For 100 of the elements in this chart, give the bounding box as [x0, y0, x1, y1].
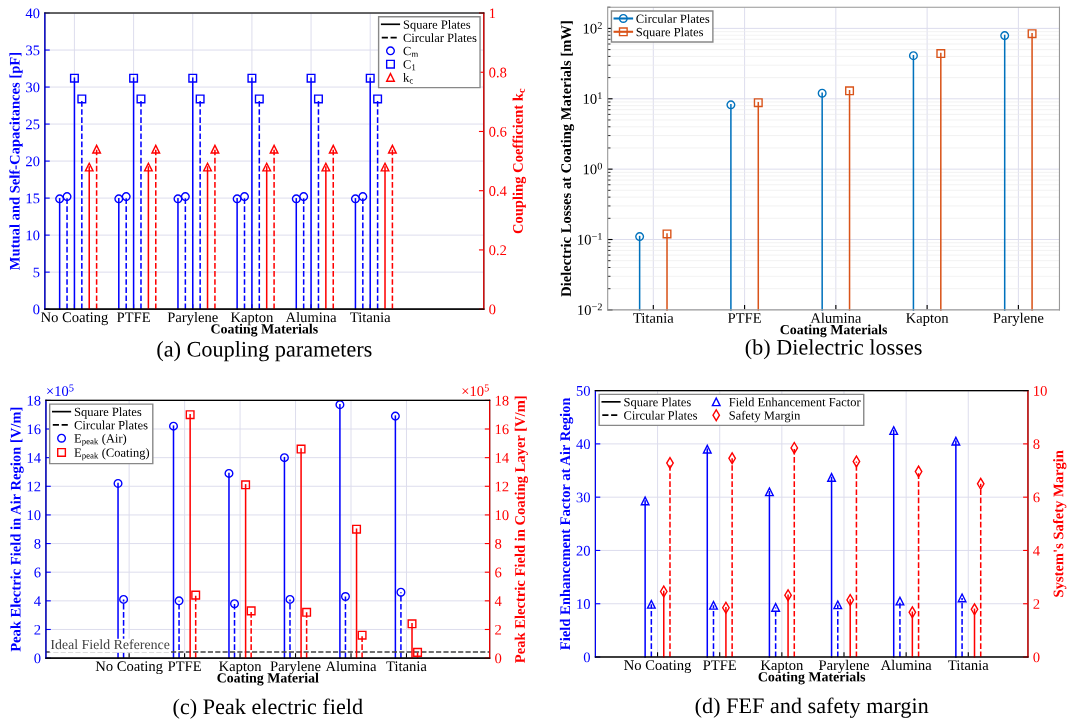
y2-tick-label: 0.2: [489, 245, 507, 256]
y-tick-label: 50: [576, 385, 590, 396]
y-tick-label: 35: [26, 45, 40, 56]
y2-axis-title: System's Safety Margin: [1052, 450, 1067, 597]
y-tick-label: 30: [26, 82, 40, 93]
y-tick-label: 20: [26, 156, 40, 167]
text: (c) Peak electric field: [173, 698, 363, 719]
legend-label: C$_{m}$: [403, 46, 419, 57]
y-tick-label: 2: [34, 624, 41, 635]
y2-tick-label: 0.6: [489, 126, 507, 137]
y2-tick-label: 12: [495, 481, 509, 492]
text: ×10$^{5}$: [47, 384, 74, 397]
y-tick-label: 5: [33, 267, 40, 278]
x-axis-title: Coating Materials: [758, 671, 866, 685]
y-tick-label: 40: [25, 8, 40, 19]
y2-axis-title: Coupling Coefficient k$_{c}$: [512, 88, 526, 234]
y-tick-label: 10: [27, 510, 41, 521]
x-tick-label: Kapton: [906, 313, 949, 326]
y2-tick-label: 1: [489, 8, 496, 19]
x-tick-label: Parylene: [993, 312, 1044, 326]
legend-label: Field Enhancement Factor: [729, 397, 861, 407]
y-axis-title: Peak Electric Field in Air Region [V/m]: [10, 407, 24, 652]
legend-label: C$_{1}$: [403, 60, 416, 71]
x-tick-label: PTFE: [703, 660, 736, 670]
y2-tick-label: 0.8: [489, 67, 507, 78]
x-tick-label: Titania: [386, 661, 427, 672]
x-tick-label: Alumina: [285, 311, 337, 323]
legend-label: Circular Plates: [636, 14, 710, 23]
y-tick-label: 15: [26, 193, 40, 204]
y2-tick-label: 4: [1033, 545, 1040, 556]
y2-tick-label: 2: [495, 624, 502, 635]
y-tick-label: 30: [576, 492, 590, 503]
y-tick-label: 20: [576, 545, 590, 556]
y-tick-label: 10$^{−1}$: [578, 233, 602, 245]
y2-tick-label: 14: [495, 453, 509, 463]
ref-line-label: Ideal Field Reference: [50, 639, 170, 650]
x-tick-label: PTFE: [168, 661, 201, 672]
legend-label: k$_{c}$: [403, 73, 413, 84]
y-tick-label: 10: [26, 230, 40, 241]
legend-label: Safety Margin: [729, 410, 801, 423]
y-tick-label: 18: [27, 395, 41, 406]
x-tick-label: Alumina: [325, 660, 377, 672]
y2-tick-label: 6: [1033, 492, 1040, 503]
y-axis-title: Mutual and Self-Capacitances [pF]: [9, 53, 23, 271]
legend-label: Circular Plates: [403, 33, 477, 43]
x-tick-label: No Coating: [41, 312, 108, 326]
y2-tick-label: 0.4: [489, 186, 507, 196]
y-tick-label: 6: [34, 567, 41, 578]
y2-tick-label: 0: [489, 304, 496, 315]
legend-label: Square Plates: [636, 27, 704, 39]
x-tick-label: Titania: [633, 313, 674, 323]
y2-tick-label: 10: [495, 510, 509, 521]
text: (d) FEF and safety margin: [695, 697, 929, 718]
y-tick-label: 0: [583, 652, 590, 663]
y2-tick-label: 8: [495, 538, 502, 549]
legend-label: Circular Plates: [74, 420, 148, 430]
y2-axis-title: Peak Electric Field in Coating Layer [V/m]: [514, 396, 529, 663]
y-tick-label: 0: [34, 653, 41, 664]
text: ×10$^{5}$: [462, 384, 489, 397]
y-tick-label: 12: [27, 481, 41, 492]
y2-tick-label: 8: [1033, 439, 1040, 450]
y-tick-label: 4: [34, 596, 41, 606]
x-tick-label: No Coating: [624, 660, 692, 674]
x-tick-label: PTFE: [727, 313, 761, 323]
x-tick-label: Alumina: [810, 312, 862, 323]
y-axis-title: Field Enhancement Factor at Air Region: [559, 397, 574, 650]
y2-tick-label: 0: [1033, 652, 1040, 663]
text: (a) Coupling parameters: [157, 341, 372, 362]
legend-label: Circular Plates: [624, 410, 698, 420]
legend-label: Square Plates: [403, 19, 471, 32]
y2-tick-label: 2: [1033, 599, 1040, 609]
y2-tick-label: 0: [495, 653, 502, 664]
legend-label: E$_{peak}$ (Coating): [74, 448, 150, 461]
y-tick-label: 10$^{1}$: [583, 92, 602, 104]
legend-label: Square Plates: [74, 407, 142, 419]
x-tick-label: Kapton: [219, 661, 262, 675]
legend-label: E$_{peak}$ (Air): [74, 433, 127, 447]
y-tick-label: 25: [26, 119, 40, 130]
y2-tick-label: 4: [494, 596, 502, 606]
y-tick-label: 16: [27, 424, 41, 435]
y2-tick-label: 6: [495, 567, 502, 578]
text: (b) Dielectric losses: [745, 339, 922, 360]
y2-tick-label: 16: [495, 424, 509, 435]
x-tick-label: PTFE: [116, 312, 150, 323]
y-axis-title: Dielectric Losses at Coating Materials [mW]: [560, 21, 575, 297]
x-tick-label: Alumina: [880, 659, 932, 671]
y-tick-label: 8: [34, 538, 41, 549]
y-tick-label: 10$^{2}$: [583, 21, 602, 34]
y2-tick-label: 18: [495, 395, 509, 406]
y-tick-label: 0: [33, 304, 40, 315]
x-tick-label: Parylene: [167, 311, 218, 326]
y-tick-label: 10$^{−2}$: [578, 303, 602, 315]
x-tick-label: No Coating: [95, 661, 163, 675]
x-tick-label: Titania: [948, 660, 989, 671]
legend-label: Square Plates: [624, 397, 691, 409]
y-tick-label: 40: [576, 439, 590, 450]
y-tick-label: 10: [577, 599, 590, 609]
x-tick-label: Kapton: [760, 660, 804, 674]
x-axis-title: Coating Materials: [780, 324, 888, 338]
y2-tick-label: 10: [1034, 385, 1047, 396]
